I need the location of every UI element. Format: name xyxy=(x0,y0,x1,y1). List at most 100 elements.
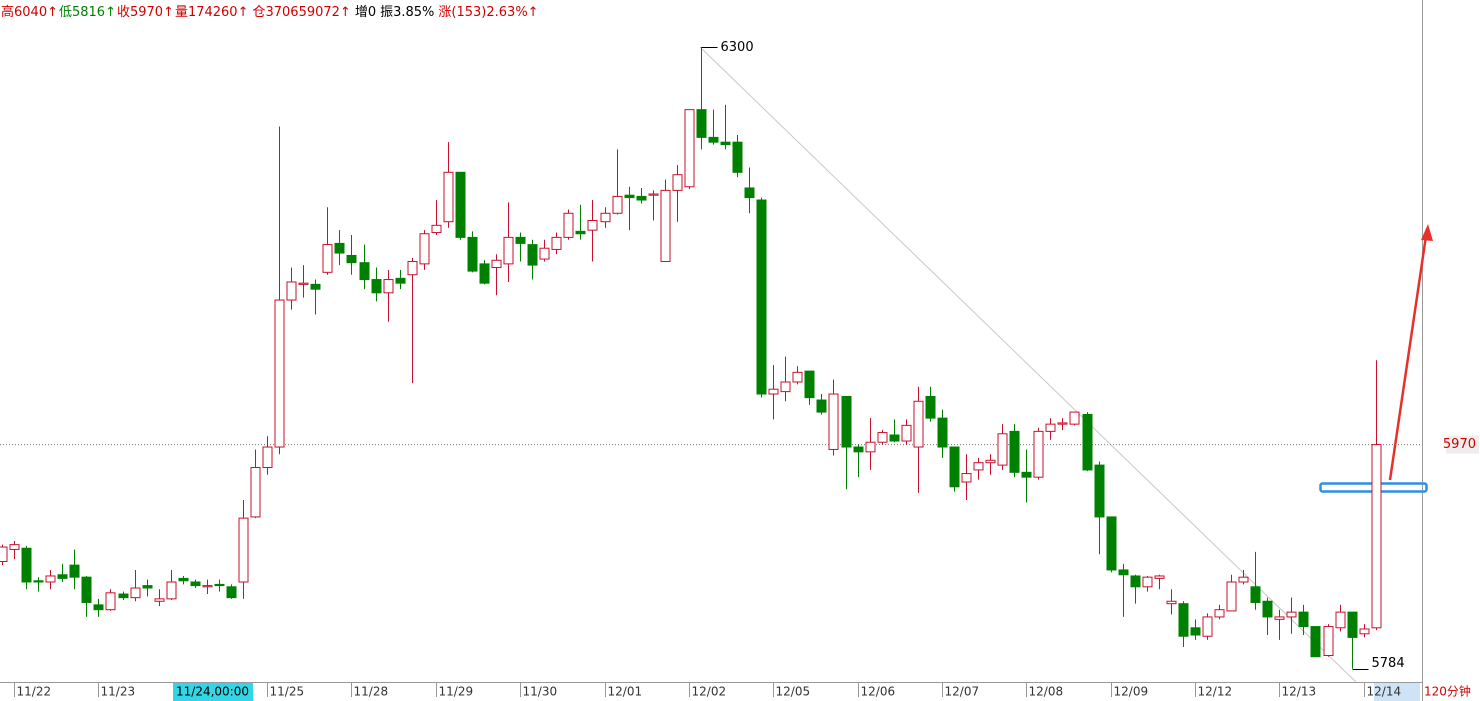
candle-body xyxy=(226,586,237,599)
candle-body xyxy=(250,467,261,518)
candle-body xyxy=(587,220,598,231)
candle-body xyxy=(1094,464,1105,518)
candle-body xyxy=(334,242,345,254)
candle-body xyxy=(696,109,707,138)
candle-body xyxy=(1310,626,1321,658)
candle-body xyxy=(21,547,32,583)
candle-body xyxy=(346,254,357,264)
candle-body xyxy=(527,244,538,266)
candle-body xyxy=(383,279,394,294)
candle-body xyxy=(1178,603,1189,637)
status-item: 涨(153)2.63%↑ xyxy=(438,5,538,20)
candle-body xyxy=(985,459,996,464)
candle-body xyxy=(262,446,273,469)
candle-body xyxy=(274,299,285,448)
x-tick-label: 11/23 xyxy=(101,685,136,699)
candle-body xyxy=(395,277,406,284)
candle-body xyxy=(142,585,153,589)
candle-body xyxy=(1238,576,1249,583)
candle-body xyxy=(1202,616,1213,637)
candle-body xyxy=(816,399,827,413)
candle-body xyxy=(889,434,900,442)
candle-body xyxy=(1142,576,1153,588)
candle-body xyxy=(69,564,80,578)
candle-body xyxy=(937,417,948,448)
candle-body xyxy=(1298,611,1309,628)
header: 高6040↑低5816↑收5970↑量174260↑ 仓370659072↑ 增0 振… xyxy=(1,4,539,20)
current-bar-highlight xyxy=(1374,683,1420,701)
candle-body xyxy=(660,189,671,262)
candle-body xyxy=(949,446,960,488)
candle-body xyxy=(431,224,442,234)
x-tick-label: 11/25 xyxy=(270,685,305,699)
candle-body xyxy=(925,395,936,419)
status-item: 振3.85% xyxy=(380,5,434,20)
arrow-shaft xyxy=(1388,235,1428,481)
cursor-label-box xyxy=(173,683,253,701)
candle-body xyxy=(45,575,56,583)
candle-body xyxy=(780,381,791,393)
candle-body xyxy=(286,281,297,301)
candle-body xyxy=(732,141,743,173)
high-annotation: 6300 xyxy=(721,40,754,55)
candle-body xyxy=(877,432,888,443)
candle-body xyxy=(202,585,213,588)
last-price-box xyxy=(1446,435,1479,454)
candle-body xyxy=(612,195,623,214)
candle-body xyxy=(973,462,984,471)
candle-body xyxy=(1190,627,1201,636)
candle-body xyxy=(81,576,92,603)
candle-body xyxy=(600,212,611,223)
candle-body xyxy=(1323,626,1334,656)
candle-body xyxy=(467,236,478,272)
status-item: 增0 xyxy=(355,5,376,20)
candle-body xyxy=(154,598,165,602)
candle-body xyxy=(648,193,659,196)
candle-body xyxy=(1214,609,1225,618)
status-item: 量174260↑ xyxy=(175,5,249,20)
low-annotation: 5784 xyxy=(1372,656,1405,671)
candle-body xyxy=(551,236,562,250)
x-tick-label: 11/28 xyxy=(354,685,389,699)
status-item: 高6040↑ xyxy=(1,4,58,20)
trend-line xyxy=(699,46,1357,683)
candle-body xyxy=(720,141,731,146)
candle-body xyxy=(901,424,912,442)
candle-body xyxy=(1335,611,1346,629)
candle-body xyxy=(804,370,815,399)
candle-body xyxy=(1130,575,1141,588)
candle-body xyxy=(93,604,104,611)
candle-body xyxy=(371,279,382,294)
candle-body xyxy=(491,259,502,268)
candle-body xyxy=(455,171,466,238)
period-label: 120分钟 xyxy=(1424,684,1471,699)
candle-body xyxy=(33,580,44,583)
candle-body xyxy=(118,593,129,599)
candle-body xyxy=(913,400,924,448)
candle-body xyxy=(1154,575,1165,579)
candle-body xyxy=(1359,628,1370,635)
candle-body xyxy=(214,583,225,587)
candle-body xyxy=(238,517,249,583)
last-price-label: 5970 xyxy=(1443,437,1476,452)
candle-body xyxy=(359,262,370,281)
x-tick-label: 12/01 xyxy=(608,685,643,699)
plot: 5970 11/22 11/23 11/25 11/28 11/29 11/30 12/01 1… xyxy=(0,40,1479,699)
candle-body xyxy=(865,441,876,453)
candle-body xyxy=(1166,600,1177,605)
candle-body xyxy=(105,592,116,611)
candle-body xyxy=(1033,430,1044,478)
candle-body xyxy=(792,371,803,383)
x-tick-label: 12/09 xyxy=(1114,685,1149,699)
candle-body xyxy=(768,388,779,395)
arrow-head xyxy=(1421,224,1433,241)
candle-body xyxy=(310,283,321,290)
candle-body xyxy=(828,393,839,450)
x-tick-label: 12/14 xyxy=(1367,685,1402,699)
candle-body xyxy=(443,171,454,223)
candle-body xyxy=(1371,444,1382,629)
candle-body xyxy=(1106,516,1117,571)
candle-body xyxy=(1118,569,1129,576)
status-line: 高6040↑低5816↑收5970↑量174260↑ 仓370659072↑ 增0 振… xyxy=(1,4,539,20)
